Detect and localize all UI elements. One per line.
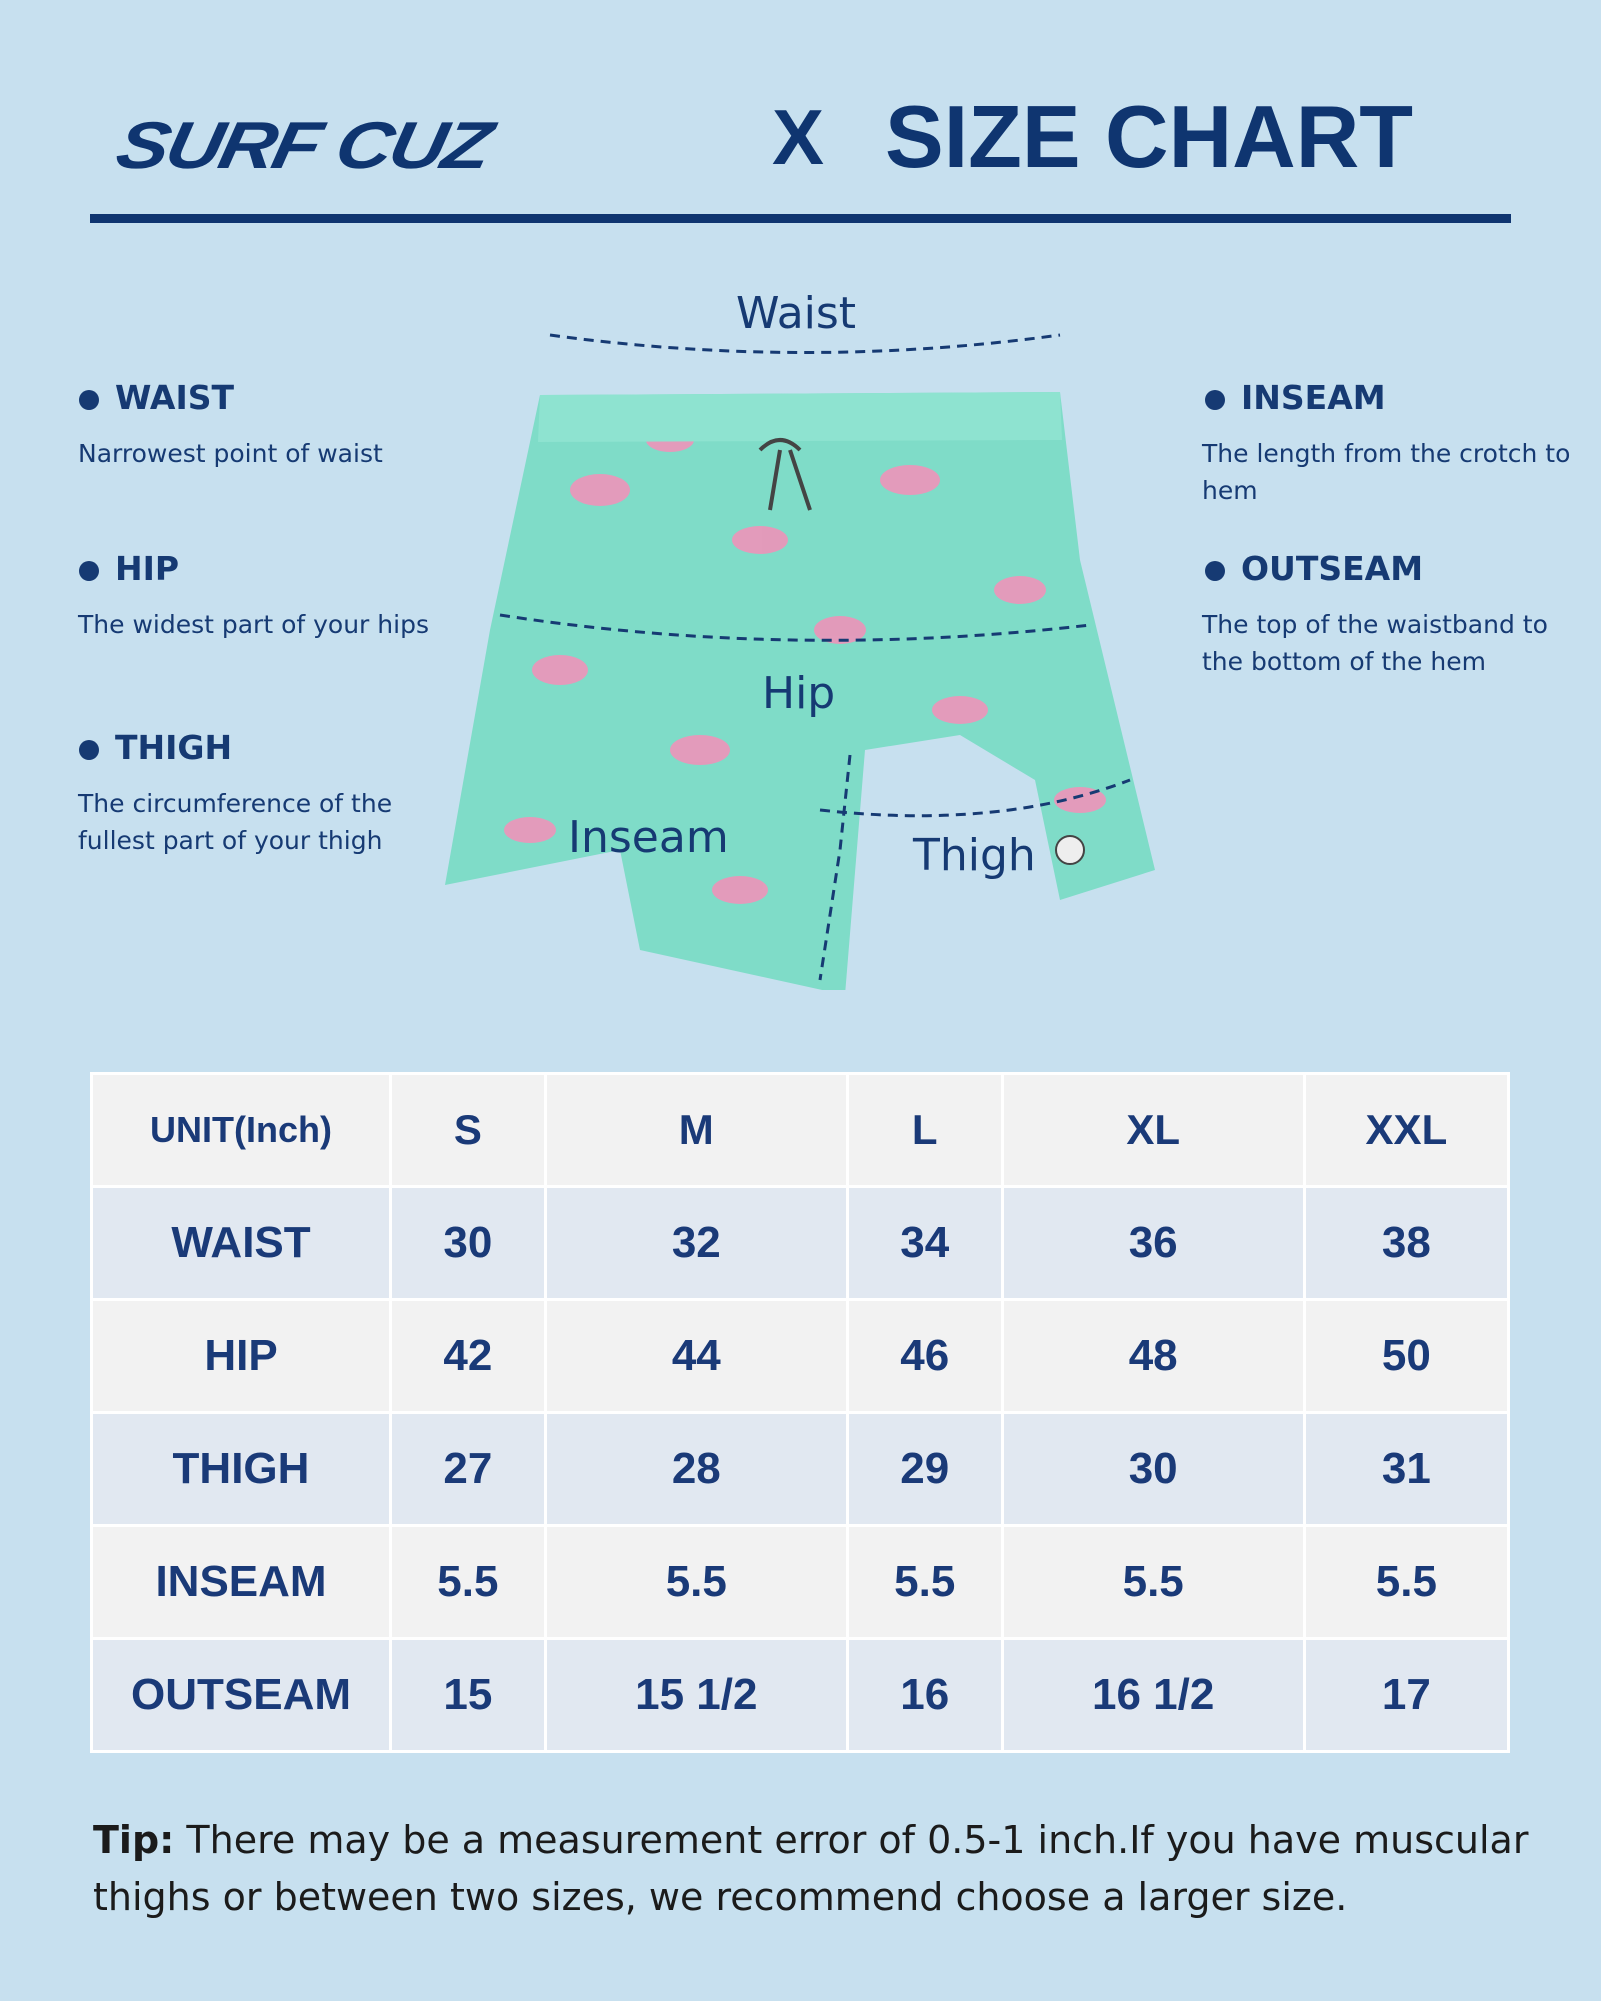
value-cell: 31	[1302, 1411, 1511, 1527]
bullet-icon	[1205, 560, 1225, 581]
waist-diagram-label: Waist	[736, 288, 857, 339]
table-row: OUTSEAM 15 15 1/2 16 16 1/2 17	[90, 1637, 1511, 1753]
row-label-cell: OUTSEAM	[90, 1637, 392, 1753]
brand-logo: SURF CUZ	[110, 107, 497, 183]
value-cell: 15	[389, 1637, 547, 1753]
header-cell: S	[389, 1072, 547, 1188]
value-cell: 29	[845, 1411, 1004, 1527]
separator-x: X	[772, 93, 825, 181]
row-label-cell: THIGH	[90, 1411, 392, 1527]
table-row: INSEAM 5.5 5.5 5.5 5.5 5.5	[90, 1524, 1511, 1640]
header-cell: XL	[1000, 1072, 1306, 1188]
thigh-diagram-label: Thigh	[913, 830, 1036, 881]
header-cell: M	[543, 1072, 849, 1188]
value-cell: 5.5	[1302, 1524, 1511, 1640]
value-cell: 36	[1000, 1185, 1306, 1301]
table-header-row: UNIT(Inch) S M L XL XXL	[90, 1072, 1511, 1188]
measure-title-waist: WAIST	[79, 378, 234, 417]
value-cell: 50	[1302, 1298, 1511, 1414]
measure-desc-hip: The widest part of your hips	[78, 610, 429, 639]
bullet-icon	[79, 560, 99, 581]
value-cell: 5.5	[543, 1524, 849, 1640]
table-row: WAIST 30 32 34 36 38	[90, 1185, 1511, 1301]
measure-desc-thigh: The circumference of the fullest part of…	[78, 789, 393, 855]
measure-desc-waist: Narrowest point of waist	[78, 439, 383, 468]
value-cell: 16	[845, 1637, 1004, 1753]
row-label-cell: WAIST	[90, 1185, 392, 1301]
measure-desc-outseam: The top of the waistband to the bottom o…	[1202, 610, 1548, 676]
header-cell: L	[845, 1072, 1004, 1188]
value-cell: 48	[1000, 1298, 1306, 1414]
measure-desc-inseam: The length from the crotch to hem	[1202, 439, 1571, 505]
value-cell: 32	[543, 1185, 849, 1301]
value-cell: 5.5	[389, 1524, 547, 1640]
value-cell: 27	[389, 1411, 547, 1527]
shorts-photo	[445, 392, 1155, 990]
hip-diagram-label: Hip	[762, 668, 836, 719]
value-cell: 5.5	[845, 1524, 1004, 1640]
value-cell: 15 1/2	[543, 1637, 849, 1753]
header-cell: UNIT(Inch)	[90, 1072, 392, 1188]
value-cell: 44	[543, 1298, 849, 1414]
page-title: SIZE CHART	[885, 87, 1413, 186]
value-cell: 46	[845, 1298, 1004, 1414]
measure-title-text: HIP	[115, 549, 180, 588]
value-cell: 38	[1302, 1185, 1511, 1301]
value-cell: 16 1/2	[1000, 1637, 1306, 1753]
size-table: UNIT(Inch) S M L XL XXL WAIST 30 32 34 36 38 H…	[90, 1072, 1511, 1753]
value-cell: 42	[389, 1298, 547, 1414]
row-label-cell: INSEAM	[90, 1524, 392, 1640]
measure-title-text: WAIST	[115, 378, 235, 417]
bullet-icon	[1205, 389, 1225, 410]
bullet-icon	[79, 739, 99, 760]
measure-title-hip: HIP	[79, 549, 179, 588]
value-cell: 28	[543, 1411, 849, 1527]
value-cell: 30	[389, 1185, 547, 1301]
value-cell: 34	[845, 1185, 1004, 1301]
measure-title-text: INSEAM	[1241, 378, 1386, 417]
measure-title-text: THIGH	[115, 728, 233, 767]
bullet-icon	[79, 389, 99, 410]
value-cell: 5.5	[1000, 1524, 1306, 1640]
table-row: HIP 42 44 46 48 50	[90, 1298, 1511, 1414]
header-cell: XXL	[1302, 1072, 1511, 1188]
tip-note: Tip: There may be a measurement error of…	[93, 1812, 1533, 1926]
measure-title-thigh: THIGH	[79, 728, 232, 767]
measure-title-text: OUTSEAM	[1241, 549, 1424, 588]
measure-title-inseam: INSEAM	[1205, 378, 1386, 417]
tip-label: Tip:	[93, 1818, 175, 1862]
value-cell: 17	[1302, 1637, 1511, 1753]
tip-text: There may be a measurement error of 0.5-…	[93, 1818, 1529, 1919]
measure-title-outseam: OUTSEAM	[1205, 549, 1423, 588]
inseam-diagram-label: Inseam	[568, 812, 729, 863]
value-cell: 30	[1000, 1411, 1306, 1527]
waist-dashed-line	[549, 333, 1061, 354]
row-label-cell: HIP	[90, 1298, 392, 1414]
table-row: THIGH 27 28 29 30 31	[90, 1411, 1511, 1527]
title-divider	[90, 214, 1511, 223]
